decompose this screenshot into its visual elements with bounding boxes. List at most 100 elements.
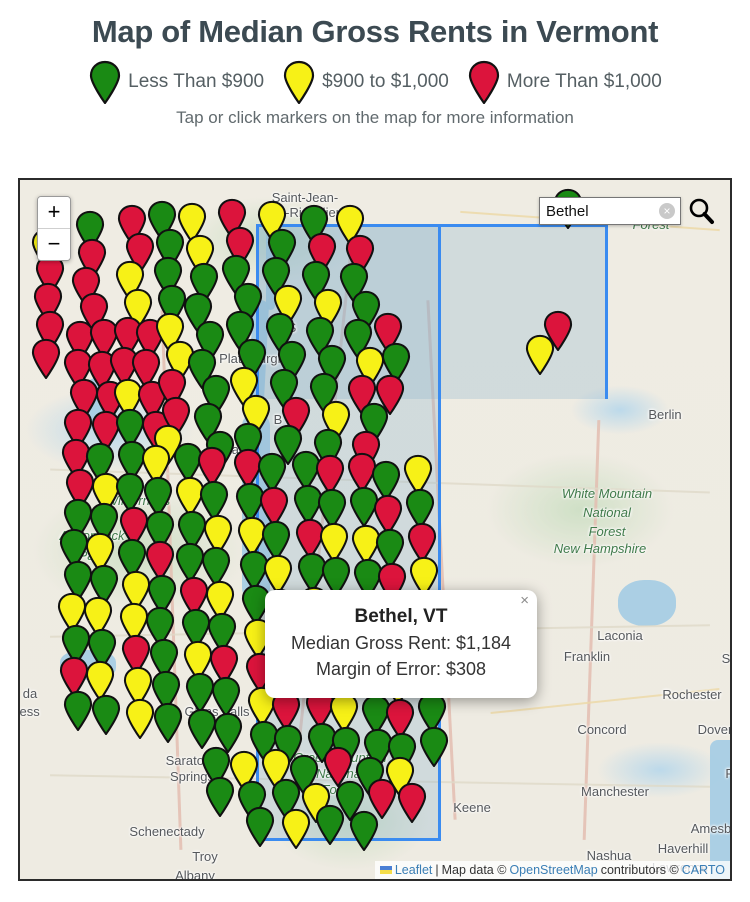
green-map-pin-icon[interactable] [316,488,348,529]
green-map-pin-icon[interactable] [352,558,384,599]
green-map-pin-icon[interactable] [268,368,300,409]
green-map-pin-icon[interactable] [348,810,380,851]
green-map-pin-icon[interactable] [148,638,180,679]
yellow-map-pin-icon[interactable] [112,378,144,419]
yellow-map-pin-icon[interactable] [354,346,386,387]
green-map-pin-icon[interactable] [272,724,304,765]
red-map-pin-icon[interactable] [178,576,210,617]
green-map-pin-icon[interactable] [174,542,206,583]
green-map-pin-icon[interactable] [206,612,238,653]
green-map-pin-icon[interactable] [172,442,204,483]
search-submit-button[interactable] [686,196,716,226]
red-map-pin-icon[interactable] [120,634,152,675]
red-map-pin-icon[interactable] [136,380,168,421]
yellow-map-pin-icon[interactable] [154,312,186,353]
marker-layer[interactable] [20,180,730,879]
green-map-pin-icon[interactable] [288,754,320,795]
green-map-pin-icon[interactable] [156,284,188,325]
green-map-pin-icon[interactable] [62,498,94,539]
red-map-pin-icon[interactable] [322,746,354,787]
red-map-pin-icon[interactable] [224,226,256,267]
green-map-pin-icon[interactable] [350,290,382,331]
red-map-pin-icon[interactable] [232,448,264,489]
green-map-pin-icon[interactable] [186,348,218,389]
search-input[interactable] [540,198,680,224]
green-map-pin-icon[interactable] [362,728,394,769]
green-map-pin-icon[interactable] [304,316,336,357]
red-map-pin-icon[interactable] [64,320,96,361]
green-map-pin-icon[interactable] [290,450,322,491]
red-map-pin-icon[interactable] [306,232,338,273]
red-map-pin-icon[interactable] [30,338,62,379]
yellow-map-pin-icon[interactable] [84,660,116,701]
red-map-pin-icon[interactable] [406,522,438,563]
green-map-pin-icon[interactable] [58,528,90,569]
green-map-pin-icon[interactable] [86,628,118,669]
green-map-pin-icon[interactable] [88,502,120,543]
green-map-pin-icon[interactable] [316,344,348,385]
yellow-map-pin-icon[interactable] [318,522,350,563]
green-map-pin-icon[interactable] [200,374,232,415]
green-map-pin-icon[interactable] [370,460,402,501]
red-map-pin-icon[interactable] [346,374,378,415]
green-map-pin-icon[interactable] [146,574,178,615]
green-map-pin-icon[interactable] [248,720,280,761]
green-map-pin-icon[interactable] [276,340,308,381]
yellow-map-pin-icon[interactable] [350,524,382,565]
yellow-map-pin-icon[interactable] [272,284,304,325]
green-map-pin-icon[interactable] [200,546,232,587]
clear-search-icon[interactable]: × [659,203,675,219]
yellow-map-pin-icon[interactable] [236,516,268,557]
green-map-pin-icon[interactable] [266,228,298,269]
yellow-map-pin-icon[interactable] [524,334,556,375]
green-map-pin-icon[interactable] [114,408,146,449]
red-map-pin-icon[interactable] [384,698,416,739]
green-map-pin-icon[interactable] [212,712,244,753]
red-map-pin-icon[interactable] [62,348,94,389]
green-map-pin-icon[interactable] [144,510,176,551]
green-map-pin-icon[interactable] [144,606,176,647]
green-map-pin-icon[interactable] [232,422,264,463]
red-map-pin-icon[interactable] [216,198,248,239]
green-map-pin-icon[interactable] [256,452,288,493]
search-control[interactable]: × [539,196,716,226]
yellow-map-pin-icon[interactable] [114,260,146,301]
green-map-pin-icon[interactable] [238,550,270,591]
green-map-pin-icon[interactable] [312,428,344,469]
red-map-pin-icon[interactable] [86,350,118,391]
leaflet-link[interactable]: Leaflet [394,863,433,877]
green-map-pin-icon[interactable] [192,402,224,443]
green-map-pin-icon[interactable] [236,780,268,821]
green-map-pin-icon[interactable] [272,424,304,465]
green-map-pin-icon[interactable] [176,510,208,551]
green-map-pin-icon[interactable] [234,482,266,523]
yellow-map-pin-icon[interactable] [122,288,154,329]
green-map-pin-icon[interactable] [308,372,340,413]
red-map-pin-icon[interactable] [350,430,382,471]
red-map-pin-icon[interactable] [314,454,346,495]
zoom-out-button[interactable]: − [38,228,70,260]
yellow-map-pin-icon[interactable] [246,686,278,727]
green-map-pin-icon[interactable] [296,552,328,593]
green-map-pin-icon[interactable] [62,690,94,731]
red-map-pin-icon[interactable] [372,312,404,353]
green-map-pin-icon[interactable] [260,256,292,297]
green-map-pin-icon[interactable] [180,608,212,649]
green-map-pin-icon[interactable] [84,442,116,483]
map-canvas[interactable]: Saint-Jean-sur-RichelieuPlattsburghWorki… [20,180,730,879]
green-map-pin-icon[interactable] [386,732,418,773]
red-map-pin-icon[interactable] [196,446,228,487]
green-map-pin-icon[interactable] [298,204,330,245]
red-map-pin-icon[interactable] [144,540,176,581]
green-map-pin-icon[interactable] [220,254,252,295]
green-map-pin-icon[interactable] [62,560,94,601]
popup-close-button[interactable]: × [520,592,529,609]
green-map-pin-icon[interactable] [74,210,106,251]
green-map-pin-icon[interactable] [142,476,174,517]
green-map-pin-icon[interactable] [116,538,148,579]
yellow-map-pin-icon[interactable] [262,554,294,595]
yellow-map-pin-icon[interactable] [260,748,292,789]
green-map-pin-icon[interactable] [154,228,186,269]
yellow-map-pin-icon[interactable] [90,472,122,513]
green-map-pin-icon[interactable] [418,726,450,767]
